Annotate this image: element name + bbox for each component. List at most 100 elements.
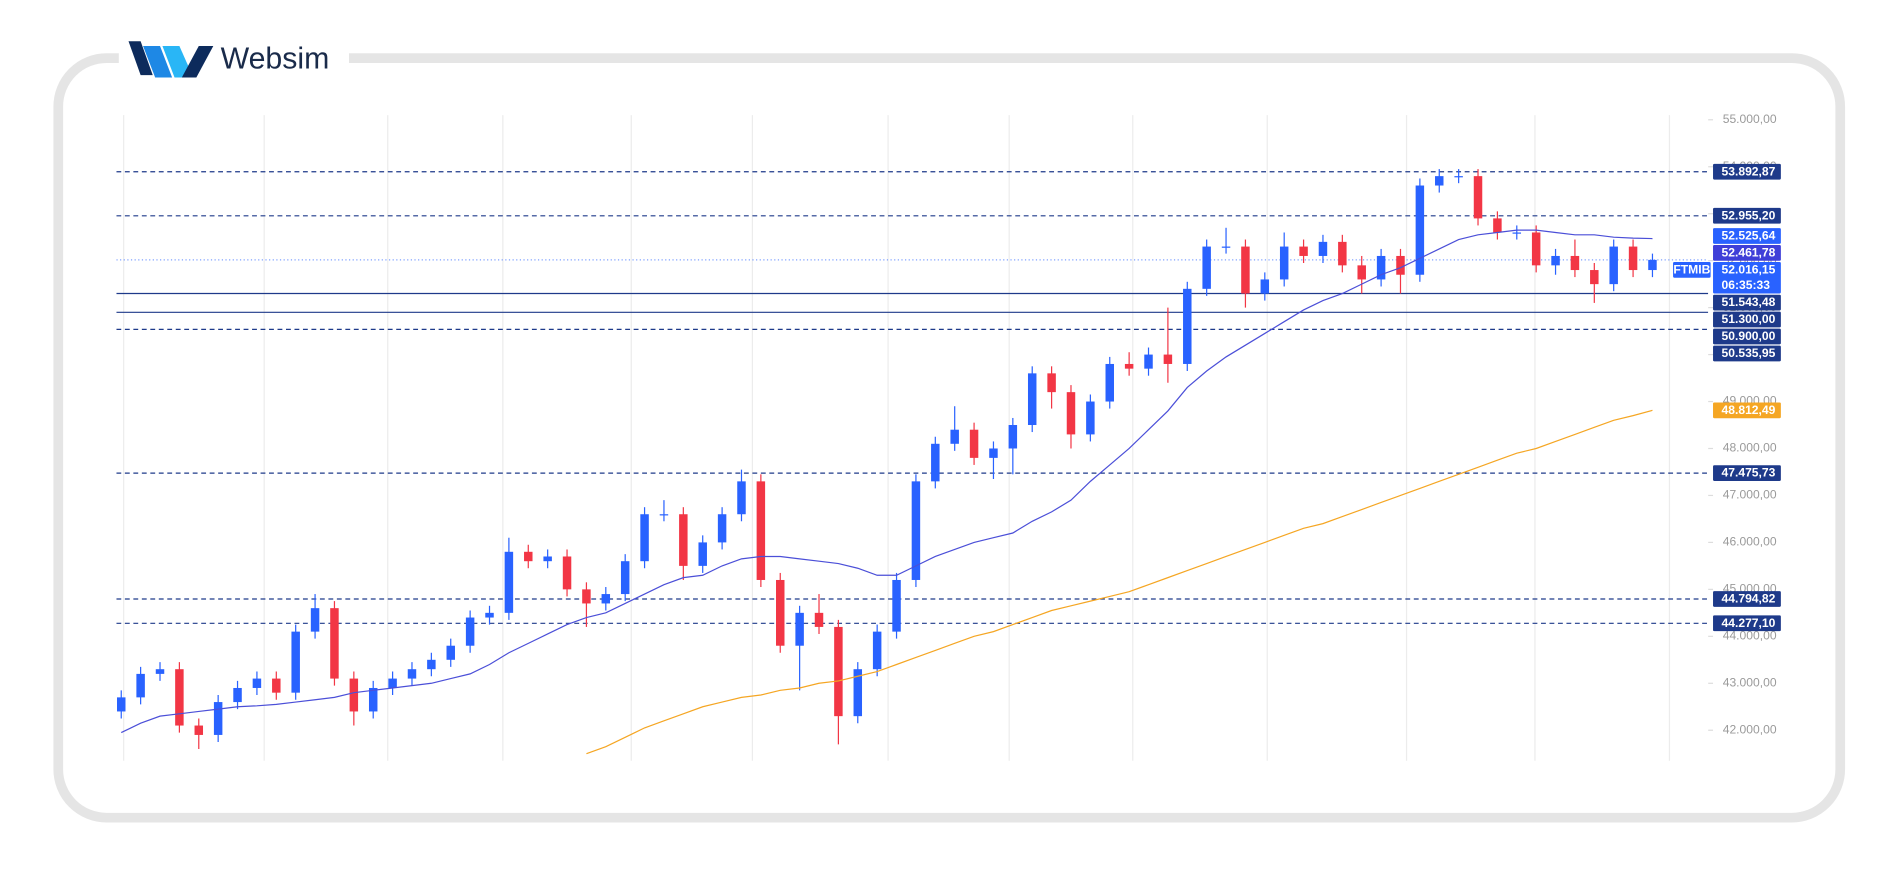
candle-body xyxy=(233,687,242,703)
price-label: 50.535,95 xyxy=(1722,346,1776,360)
candle-body xyxy=(562,556,572,590)
price-label-box xyxy=(1713,591,1781,607)
candle-body xyxy=(1144,354,1153,369)
moving-average xyxy=(586,409,1653,755)
candle-body xyxy=(1609,246,1618,285)
candle-body xyxy=(756,481,766,580)
candle-body xyxy=(252,678,262,688)
candle-body xyxy=(543,556,552,562)
candle-body xyxy=(640,514,649,562)
candle-body xyxy=(659,514,669,516)
logo-text: Websim xyxy=(221,43,330,76)
price-label-box xyxy=(1713,615,1781,632)
candle-body xyxy=(737,481,746,515)
candle-body xyxy=(1260,279,1270,294)
candle-body xyxy=(1008,425,1018,449)
price-label-box xyxy=(1713,465,1781,481)
candle-body xyxy=(1086,401,1095,435)
candle-body xyxy=(795,612,804,646)
candle-body xyxy=(465,617,475,646)
price-label: 52.525,64 xyxy=(1722,229,1776,243)
candle-body xyxy=(1163,354,1173,364)
candle-body xyxy=(1531,232,1541,266)
price-label: 51.543,48 xyxy=(1722,295,1776,309)
y-tick-label: 42.000,00 xyxy=(1723,722,1777,736)
candle-body xyxy=(1124,363,1134,369)
candle-body xyxy=(1318,241,1328,256)
candle-body xyxy=(1221,246,1231,248)
price-label-box xyxy=(1713,262,1781,294)
candle-body xyxy=(117,697,126,712)
price-label-box xyxy=(1713,328,1781,345)
candle-body xyxy=(931,443,940,482)
candle-body xyxy=(1338,241,1347,266)
candle-body xyxy=(814,612,824,627)
candle-body xyxy=(1066,392,1076,435)
candle-body xyxy=(349,678,359,712)
plot-area xyxy=(116,169,1709,755)
candle-body xyxy=(272,678,281,693)
price-label: 52.461,78 xyxy=(1722,245,1776,259)
price-label-box xyxy=(1713,294,1781,311)
logo-icon xyxy=(128,41,214,78)
candle-body xyxy=(1299,246,1308,256)
candle-body xyxy=(1648,259,1657,271)
price-label: 52.016,15 xyxy=(1722,262,1776,276)
candle-body xyxy=(1241,246,1250,294)
y-tick-label: 55.000,00 xyxy=(1723,112,1777,126)
candle-body xyxy=(485,612,494,618)
candle-body xyxy=(524,551,533,562)
candle-body xyxy=(834,626,843,717)
price-label: 52.955,20 xyxy=(1722,208,1776,222)
price-label-box xyxy=(1713,163,1781,180)
candle-body xyxy=(950,429,959,444)
candle-body xyxy=(194,725,204,735)
y-tick-label: 47.000,00 xyxy=(1723,488,1777,502)
candle-body xyxy=(582,589,591,604)
candle-body xyxy=(388,678,397,688)
candle-body xyxy=(407,669,417,679)
candle-body xyxy=(136,673,145,698)
frame xyxy=(53,53,1846,823)
price-label: 48.812,49 xyxy=(1722,403,1776,417)
candle-body xyxy=(1512,232,1522,234)
candle-body xyxy=(1435,176,1444,186)
candle-body xyxy=(213,702,223,735)
price-label: 53.892,87 xyxy=(1722,164,1776,178)
candle-body xyxy=(310,608,320,632)
candle-body xyxy=(427,659,436,670)
candle-body xyxy=(446,645,455,660)
price-label-box xyxy=(1713,311,1781,328)
candle-body xyxy=(717,514,727,543)
candle-body xyxy=(1493,218,1502,233)
candle-body xyxy=(969,429,979,458)
candle-body xyxy=(1202,246,1211,289)
candle-body xyxy=(1376,255,1386,280)
countdown: 06:35:33 xyxy=(1722,278,1771,292)
price-label-box xyxy=(1713,245,1781,261)
candle-body xyxy=(155,669,165,674)
candle-body xyxy=(175,669,184,726)
candle-body xyxy=(291,631,300,693)
candle-body xyxy=(892,579,901,632)
price-label-box xyxy=(1713,345,1781,362)
candle-body xyxy=(1047,373,1056,393)
candle-body xyxy=(872,631,882,670)
candle-body xyxy=(1473,176,1483,219)
candle-body xyxy=(989,448,998,458)
candle-body xyxy=(1551,255,1560,266)
candle-body xyxy=(1628,246,1638,271)
candle-body xyxy=(1570,255,1580,271)
moving-average xyxy=(120,229,1653,734)
candle-body xyxy=(698,542,707,566)
y-tick-label: 46.000,00 xyxy=(1723,535,1777,549)
candle-body xyxy=(679,514,688,566)
candle-body xyxy=(1357,265,1366,280)
candle-body xyxy=(330,608,339,679)
y-tick-label: 44.000,00 xyxy=(1723,629,1777,643)
price-label-box xyxy=(1713,402,1781,419)
y-tick-label: 48.000,00 xyxy=(1723,441,1777,455)
candle-body xyxy=(911,481,921,580)
symbol-tag xyxy=(1673,262,1711,278)
